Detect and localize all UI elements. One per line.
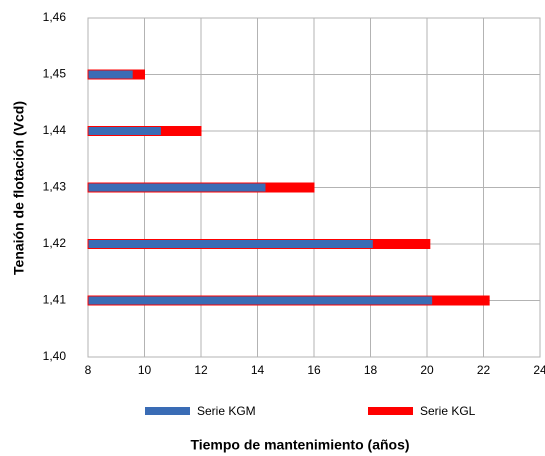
bar	[87, 239, 374, 249]
legend-swatch	[145, 407, 190, 415]
bar	[87, 295, 434, 306]
x-tick-label: 22	[477, 363, 491, 377]
x-tick-label: 20	[420, 363, 434, 377]
y-tick-label: 1,41	[43, 293, 67, 307]
x-tick-label: 10	[138, 363, 152, 377]
bar	[87, 126, 162, 136]
legend-swatch	[368, 407, 413, 415]
x-tick-label: 12	[194, 363, 208, 377]
x-tick-label: 8	[85, 363, 92, 377]
y-tick-label: 1,46	[43, 10, 67, 24]
y-tick-label: 1,45	[43, 67, 67, 81]
y-tick-label: 1,42	[43, 236, 67, 250]
x-tick-label: 18	[364, 363, 378, 377]
y-tick-label: 1,40	[43, 349, 67, 363]
legend-label: Serie KGL	[420, 404, 476, 418]
x-tick-label: 16	[307, 363, 321, 377]
bar	[87, 182, 267, 193]
x-tick-label: 14	[251, 363, 265, 377]
x-axis-title: Tiempo de mantenimiento (años)	[190, 437, 409, 453]
y-tick-label: 1,43	[43, 180, 67, 194]
y-axis-title: Tenaión de flotación (Vcd)	[11, 101, 27, 275]
x-tick-label: 24	[533, 363, 545, 377]
y-tick-label: 1,44	[43, 123, 67, 137]
bar	[87, 69, 134, 80]
legend-label: Serie KGM	[197, 404, 256, 418]
